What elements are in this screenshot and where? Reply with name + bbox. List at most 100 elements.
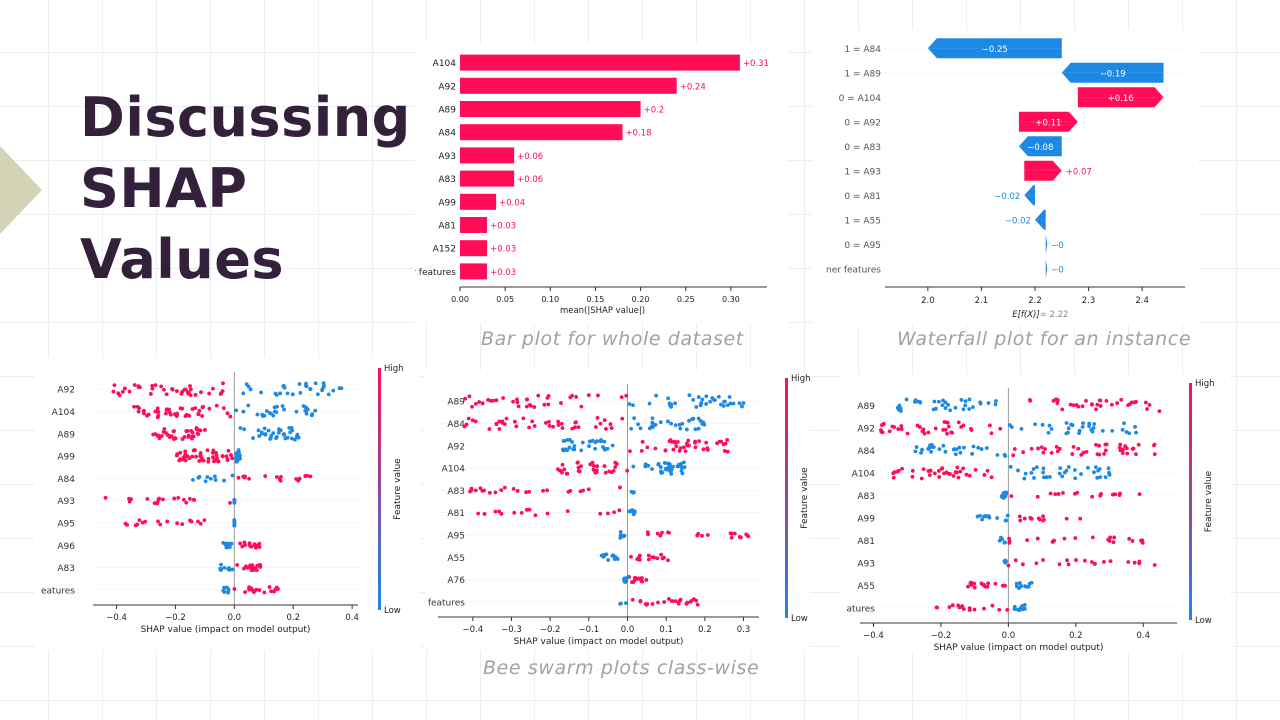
shap-point [1132, 560, 1137, 565]
colorbar-high-label: High [384, 364, 404, 374]
shap-point [994, 399, 998, 403]
shap-point [242, 566, 246, 571]
shap-point [196, 475, 201, 480]
shap-point [513, 419, 517, 424]
shap-point [521, 416, 526, 421]
shap-point [186, 435, 191, 439]
shap-point [1098, 398, 1103, 403]
shap-point [957, 445, 962, 450]
shap-point [1015, 607, 1020, 612]
shap-point [602, 439, 607, 444]
shap-point [242, 427, 247, 432]
shap-point [245, 565, 250, 570]
shap-point [1117, 445, 1122, 450]
shap-point [193, 448, 197, 453]
shap-point [1009, 494, 1014, 499]
shap-point [190, 407, 195, 411]
shap-point [725, 449, 730, 454]
shap-point [478, 486, 483, 491]
shap-point [180, 457, 185, 462]
shap-point [541, 488, 545, 493]
shap-point [926, 447, 931, 451]
shap-point [972, 585, 977, 590]
shap-point [257, 541, 262, 546]
feature-label: A89 [447, 398, 465, 408]
shap-point [200, 414, 205, 418]
shap-point [693, 445, 698, 450]
shap-point [658, 533, 663, 538]
shap-point [654, 393, 659, 398]
shap-point [686, 438, 691, 443]
value-label: +0.03 [490, 268, 516, 278]
shap-point [655, 556, 660, 561]
shap-point [574, 420, 578, 425]
tick-label: 0.25 [677, 295, 695, 304]
shap-point [197, 459, 202, 463]
shap-point [1049, 451, 1054, 455]
shap-point [262, 590, 267, 595]
shap-point [910, 474, 915, 479]
shap-point [970, 451, 975, 456]
shap-bar-chart: A104 +0.31 A92 +0.24 A89 +0.2 A84 +0.18 A93 +0.06… [415, 54, 769, 316]
shap-point [920, 447, 924, 452]
shap-point [948, 408, 953, 413]
tick-label: 0.30 [722, 295, 740, 304]
shap-point [271, 413, 276, 418]
shap-point [1084, 449, 1089, 454]
shap-point [263, 474, 268, 479]
tick-label: 0.10 [541, 295, 559, 304]
shap-point [1097, 443, 1102, 448]
shap-point [1152, 443, 1156, 448]
shap-point [650, 467, 654, 471]
shap-point [301, 404, 306, 408]
shap-point [206, 456, 211, 461]
shap-point [161, 497, 165, 502]
shap-point [254, 587, 259, 592]
shap-point [931, 407, 936, 412]
shap-point [1079, 452, 1084, 457]
value-label: +0.04 [499, 198, 525, 208]
shap-point [572, 447, 577, 452]
tick-label: 2.3 [1082, 296, 1096, 306]
feature-label: A99 [57, 453, 75, 463]
category-label: A81 [438, 222, 456, 232]
shap-point [1121, 447, 1125, 452]
shap-point [576, 460, 580, 465]
shap-point [1032, 476, 1036, 480]
shap-point [164, 411, 168, 416]
shap-point [1072, 468, 1077, 472]
tick-label: 2.2 [1028, 296, 1042, 306]
shap-point [899, 424, 904, 428]
shap-point [1057, 471, 1062, 476]
shap-point [473, 419, 478, 424]
shap-point [1019, 584, 1024, 588]
shap-point [1017, 514, 1022, 519]
shap-point [951, 473, 956, 478]
shap-point [617, 508, 622, 513]
feature-label: A84 [57, 475, 75, 485]
shap-point [273, 391, 278, 396]
shap-point [950, 603, 955, 608]
shap-point [586, 393, 591, 398]
shap-point [684, 427, 689, 432]
waterfall-bar [1061, 62, 1164, 83]
shap-point [667, 401, 672, 406]
shap-point [695, 533, 700, 538]
shap-point [1003, 558, 1008, 563]
shap-point [1047, 423, 1052, 428]
shap-point [181, 497, 186, 502]
shap-point [192, 498, 197, 502]
shap-point [684, 601, 689, 606]
shap-point [647, 401, 652, 406]
shap-point [494, 421, 499, 426]
shap-point [222, 585, 226, 590]
shap-point [1126, 403, 1130, 407]
shap-point [112, 383, 117, 388]
shap-point [628, 449, 632, 454]
shap-point [243, 474, 247, 479]
shap-point [1098, 404, 1103, 408]
shap-point [266, 428, 271, 433]
shap-point [1041, 514, 1045, 519]
shap-point [665, 419, 670, 424]
shap-point [936, 468, 941, 473]
